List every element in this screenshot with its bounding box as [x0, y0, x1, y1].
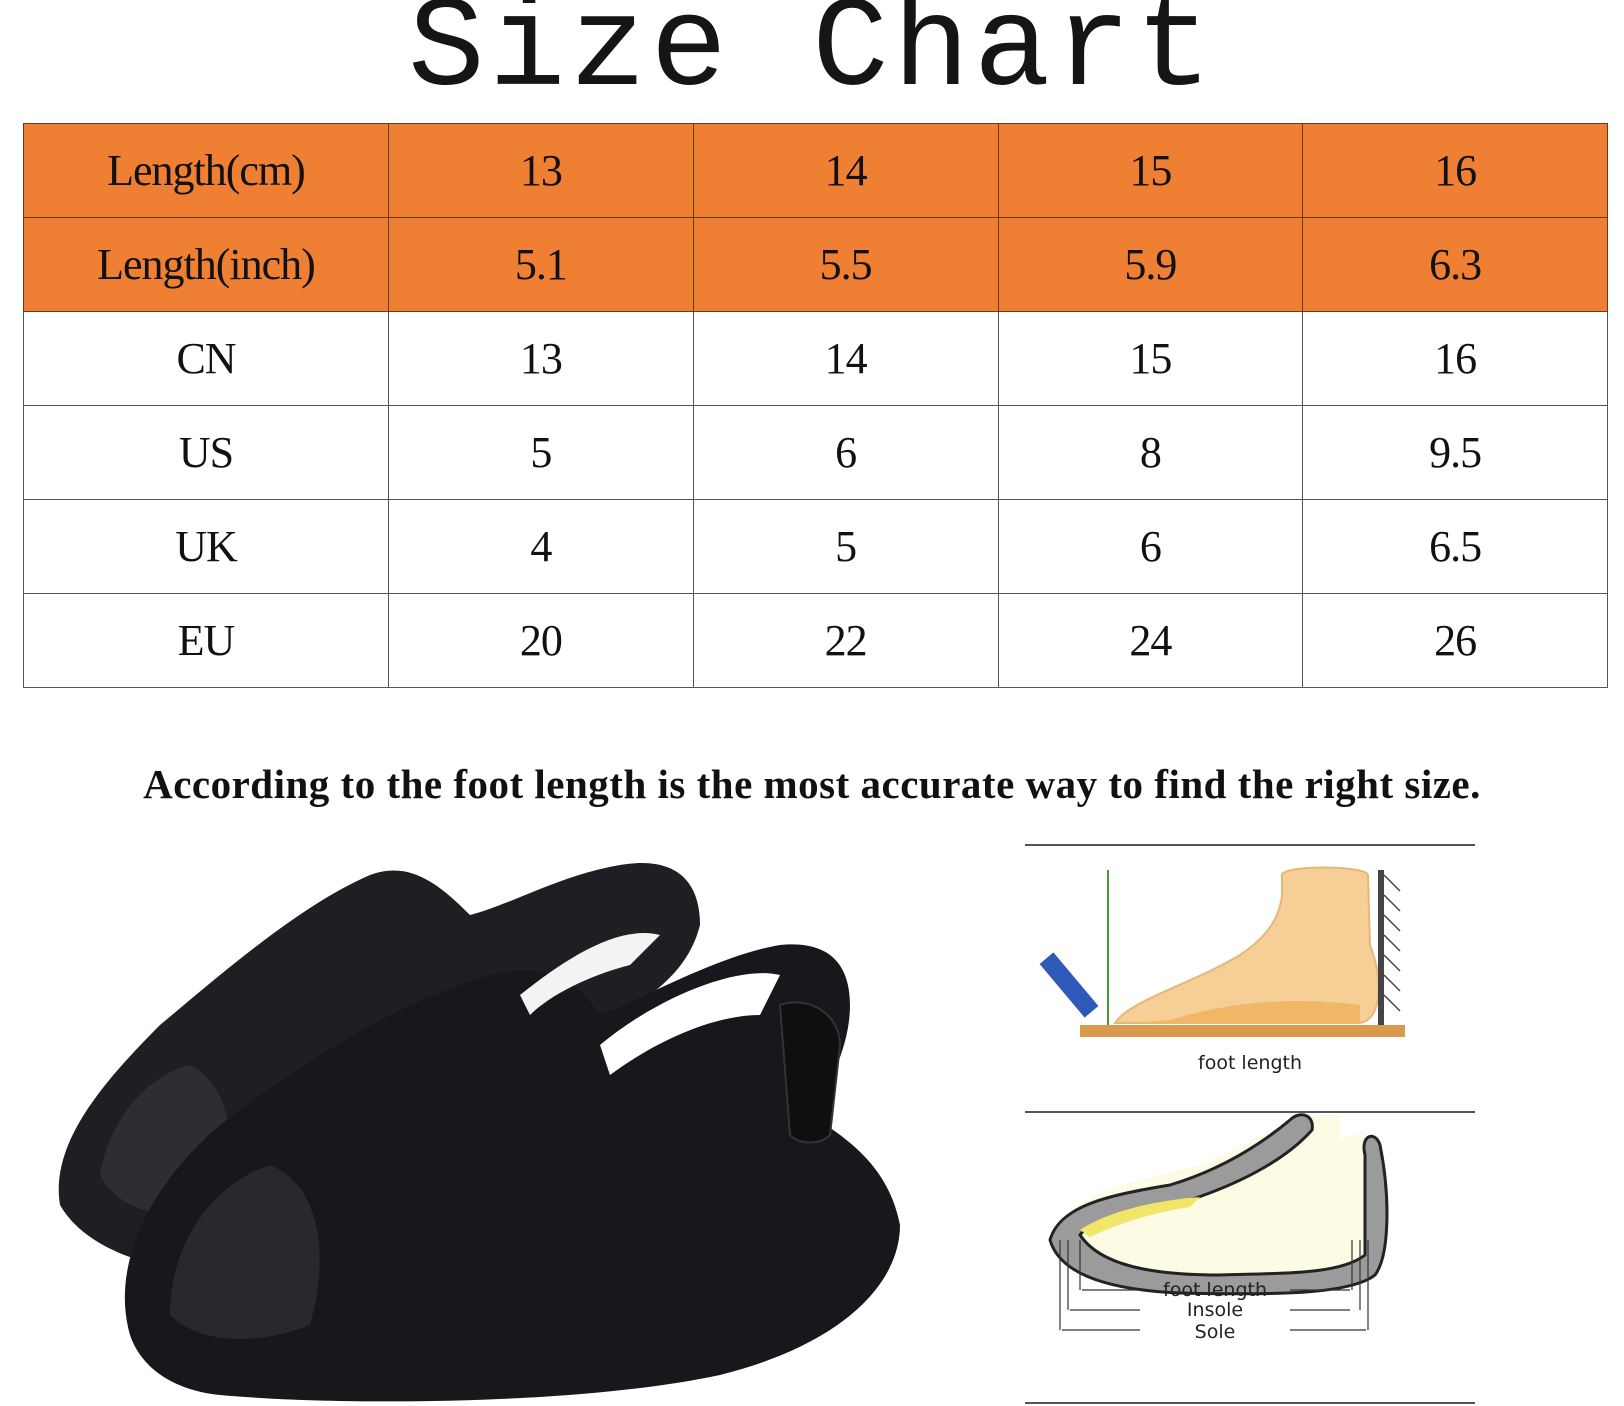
- size-table: Length(cm) 13 14 15 16 Length(inch) 5.1 5.5 5.9 6…: [23, 123, 1608, 688]
- size-cell: 4: [388, 499, 694, 594]
- size-cell: 5.9: [997, 217, 1304, 312]
- size-cell: 13: [388, 311, 694, 406]
- size-row: CN 13 14 15 16: [23, 311, 1608, 406]
- size-row: Length(inch) 5.1 5.5 5.9 6.3: [23, 217, 1608, 312]
- size-cell: 13: [388, 123, 694, 218]
- measuring-note: According to the foot length is the most…: [143, 761, 1481, 807]
- size-cell: 8: [997, 405, 1304, 500]
- size-cell: 5.1: [388, 217, 694, 312]
- size-cell: 5: [692, 499, 999, 594]
- size-row: Length(cm) 13 14 15 16: [23, 123, 1608, 218]
- size-cell: 14: [692, 311, 999, 406]
- size-row: US 5 6 8 9.5: [23, 405, 1608, 500]
- wall-hatching-icon: [1383, 874, 1401, 1012]
- size-cell: 20: [388, 593, 694, 688]
- row-label: EU: [23, 593, 389, 688]
- sole-dimension-label: Sole: [1195, 1321, 1236, 1343]
- size-cell: 6: [997, 499, 1304, 594]
- insole-dimension-label: Insole: [1187, 1299, 1243, 1321]
- foot-measurement-diagram: foot length foot length Insole Sole: [1025, 844, 1475, 1404]
- size-cell: 16: [1302, 123, 1608, 218]
- row-label: CN: [23, 311, 389, 406]
- size-cell: 22: [692, 593, 999, 688]
- page-title: Size Chart: [407, 0, 1217, 123]
- size-cell: 15: [997, 311, 1304, 406]
- size-cell: 26: [1302, 593, 1608, 688]
- foot-length-dimension-label: foot length: [1163, 1279, 1267, 1301]
- row-label: Length(cm): [23, 123, 389, 218]
- size-row: UK 4 5 6 6.5: [23, 499, 1608, 594]
- size-row: EU 20 22 24 26: [23, 593, 1608, 688]
- size-cell: 14: [692, 123, 999, 218]
- sandals-image: [58, 863, 901, 1402]
- size-cell: 9.5: [1302, 405, 1608, 500]
- foot-length-label: foot length: [1198, 1052, 1302, 1074]
- size-cell: 24: [997, 593, 1304, 688]
- row-label: UK: [23, 499, 389, 594]
- size-cell: 6: [692, 405, 999, 500]
- row-label: US: [23, 405, 389, 500]
- size-cell: 6.3: [1302, 217, 1608, 312]
- size-cell: 16: [1302, 311, 1608, 406]
- size-cell: 15: [997, 123, 1304, 218]
- size-cell: 5.5: [692, 217, 999, 312]
- size-cell: 5: [388, 405, 694, 500]
- size-cell: 6.5: [1302, 499, 1608, 594]
- row-label: Length(inch): [23, 217, 389, 312]
